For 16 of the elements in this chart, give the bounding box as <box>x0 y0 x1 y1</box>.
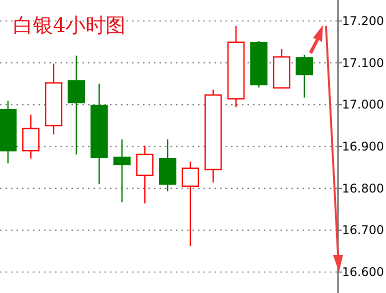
candlestick <box>90 83 108 185</box>
y-tick-label: 16.800 <box>342 181 384 196</box>
candlestick <box>68 55 86 156</box>
candlestick <box>44 62 62 136</box>
candlestick <box>113 138 131 203</box>
candlestick <box>158 138 176 192</box>
candlestick <box>204 88 222 184</box>
y-tick-label: 16.600 <box>342 265 384 280</box>
y-tick-label: 16.900 <box>342 140 384 154</box>
text: 白银4小时图 <box>13 13 126 37</box>
y-tick-label: 16.700 <box>342 223 384 238</box>
y-tick-label: 17.000 <box>342 98 384 112</box>
y-tick-label: 17.100 <box>342 56 384 70</box>
y-tick-label: 17.200 <box>342 14 384 28</box>
candlestick <box>136 145 154 204</box>
candlestick <box>22 114 40 160</box>
